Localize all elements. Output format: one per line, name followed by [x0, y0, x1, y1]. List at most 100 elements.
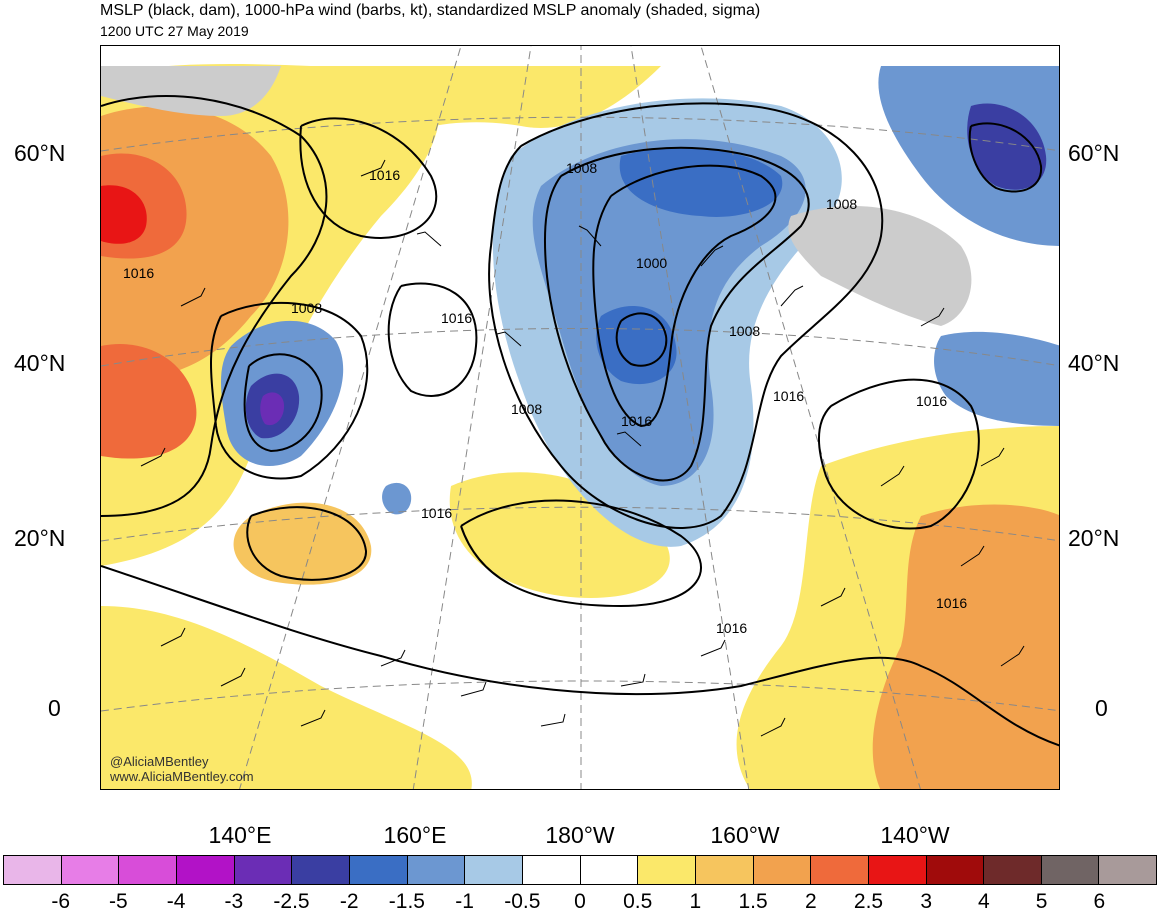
lat-label-right: 40°N	[1068, 350, 1120, 376]
colorbar-tick-label: 5	[1035, 890, 1048, 913]
colorbar-tick-label: 0	[574, 890, 586, 913]
positive-anomaly-north	[291, 66, 661, 156]
isobar-label: 1000	[636, 255, 667, 271]
negative-anomaly-westcoast	[934, 331, 1059, 426]
isobar	[543, 146, 810, 482]
colorbar-tick-label: -5	[109, 890, 128, 913]
colorbar-swatch	[984, 856, 1042, 884]
negative-anomaly-aleutian-mid	[532, 139, 806, 486]
colorbar-swatch	[61, 856, 120, 884]
positive-anomaly-east-inner	[872, 504, 1059, 789]
wind-barb	[416, 231, 442, 247]
negative-anomaly-japan-peak	[260, 392, 285, 426]
graticule	[101, 46, 1059, 789]
lat-label-left: 40°N	[14, 350, 66, 376]
colorbar-swatch	[119, 856, 177, 884]
colorbar-tick-label: -2.5	[273, 890, 310, 913]
colorbar-swatch	[638, 856, 696, 884]
isobar-label: 1008	[729, 323, 760, 339]
wind-barb	[616, 431, 642, 447]
wind-barb	[360, 159, 386, 177]
missing-data-land	[788, 206, 972, 326]
colorbar-swatch	[234, 856, 293, 884]
anomaly-shading	[101, 64, 1059, 789]
isobar-label: 1016	[716, 620, 747, 636]
colorbar-swatch	[695, 856, 754, 884]
isobar-label: 1008	[511, 401, 542, 417]
colorbar-tick-label: 6	[1093, 890, 1106, 913]
negative-anomaly-small	[382, 482, 412, 515]
colorbar-tick-label: 1.5	[738, 890, 768, 913]
isobar-label: 1008	[291, 300, 322, 316]
lon-line	[412, 46, 532, 789]
colorbar-tick-label: 3	[920, 890, 933, 913]
wind-barb	[620, 673, 646, 687]
colorbar-tick-label: -2	[339, 890, 359, 913]
wind-barb	[760, 717, 786, 737]
wind-barb	[220, 667, 246, 687]
lon-label: 160°E	[383, 822, 447, 848]
colorbar-swatch	[4, 856, 62, 884]
wind-barb	[820, 587, 846, 607]
isobar	[818, 378, 980, 530]
positive-anomaly-tropics	[101, 606, 472, 789]
isobar	[299, 117, 438, 239]
colorbar-tick-label: -4	[166, 890, 186, 913]
lon-label: 160°W	[710, 822, 780, 848]
colorbar-swatch	[1041, 856, 1100, 884]
lat-label-right: 0	[1095, 695, 1108, 721]
negative-anomaly-canada-core	[967, 103, 1047, 190]
negative-anomaly-aleutian-core	[619, 147, 783, 217]
positive-anomaly-pacific	[233, 502, 372, 585]
isobar	[592, 164, 777, 428]
colorbar-swatch	[465, 856, 523, 884]
lat-label-left: 60°N	[14, 140, 66, 166]
isobar-label: 1016	[441, 310, 472, 326]
wind-barb	[540, 713, 566, 727]
isobar-label: 1016	[421, 505, 452, 521]
isobar-label: 1016	[916, 393, 947, 409]
positive-anomaly-west-peak	[101, 185, 147, 244]
chart-title: MSLP (black, dam), 1000-hPa wind (barbs,…	[100, 2, 761, 19]
colorbar-swatch	[1099, 856, 1157, 884]
isobar	[615, 312, 668, 367]
colorbar-tick-label: -6	[51, 890, 71, 913]
colorbar-tick-label: 1	[689, 890, 702, 913]
isobar	[488, 102, 884, 529]
isobar-label: 1008	[566, 160, 597, 176]
wind-barb	[578, 225, 602, 247]
lat-label-right: 20°N	[1068, 525, 1120, 551]
wind-barb	[180, 287, 206, 307]
colorbar-swatch	[349, 856, 408, 884]
isobar-label: 1016	[123, 265, 154, 281]
isobar-label: 1016	[369, 167, 400, 183]
isobar	[243, 353, 323, 453]
wind-barb	[460, 681, 487, 697]
colorbar-swatch	[753, 856, 812, 884]
wind-barb	[700, 639, 726, 657]
isobars	[101, 95, 1059, 747]
colorbar-tick-label: 2.5	[853, 890, 884, 913]
wind-barb	[980, 447, 1005, 467]
colorbar-swatch	[811, 856, 869, 884]
positive-anomaly-west-lower	[101, 344, 197, 459]
colorbar-tick-label: 2	[804, 890, 817, 913]
colorbar	[3, 855, 1157, 885]
missing-data-asia	[101, 66, 281, 116]
isobar-label: 1016	[621, 413, 652, 429]
isobar-label: 1016	[936, 595, 967, 611]
wind-barb	[780, 285, 804, 307]
lat-label-left: 0	[48, 695, 61, 721]
lat-label-left: 20°N	[14, 525, 66, 551]
valid-time: 1200 UTC 27 May 2019	[100, 23, 249, 39]
isobar-label: 1008	[826, 196, 857, 212]
colorbar-swatch	[580, 856, 639, 884]
colorbar-tick-label: -3	[224, 890, 244, 913]
lat-line	[101, 506, 1059, 542]
colorbar-swatch	[868, 856, 927, 884]
map-panel[interactable]: 1016 1016 1008 1016 1008 1016 1008 1000 …	[100, 45, 1060, 790]
isobar-label: 1016	[773, 388, 804, 404]
wind-barb	[960, 545, 985, 567]
wind-barb	[700, 245, 724, 267]
wind-barb	[140, 447, 166, 467]
